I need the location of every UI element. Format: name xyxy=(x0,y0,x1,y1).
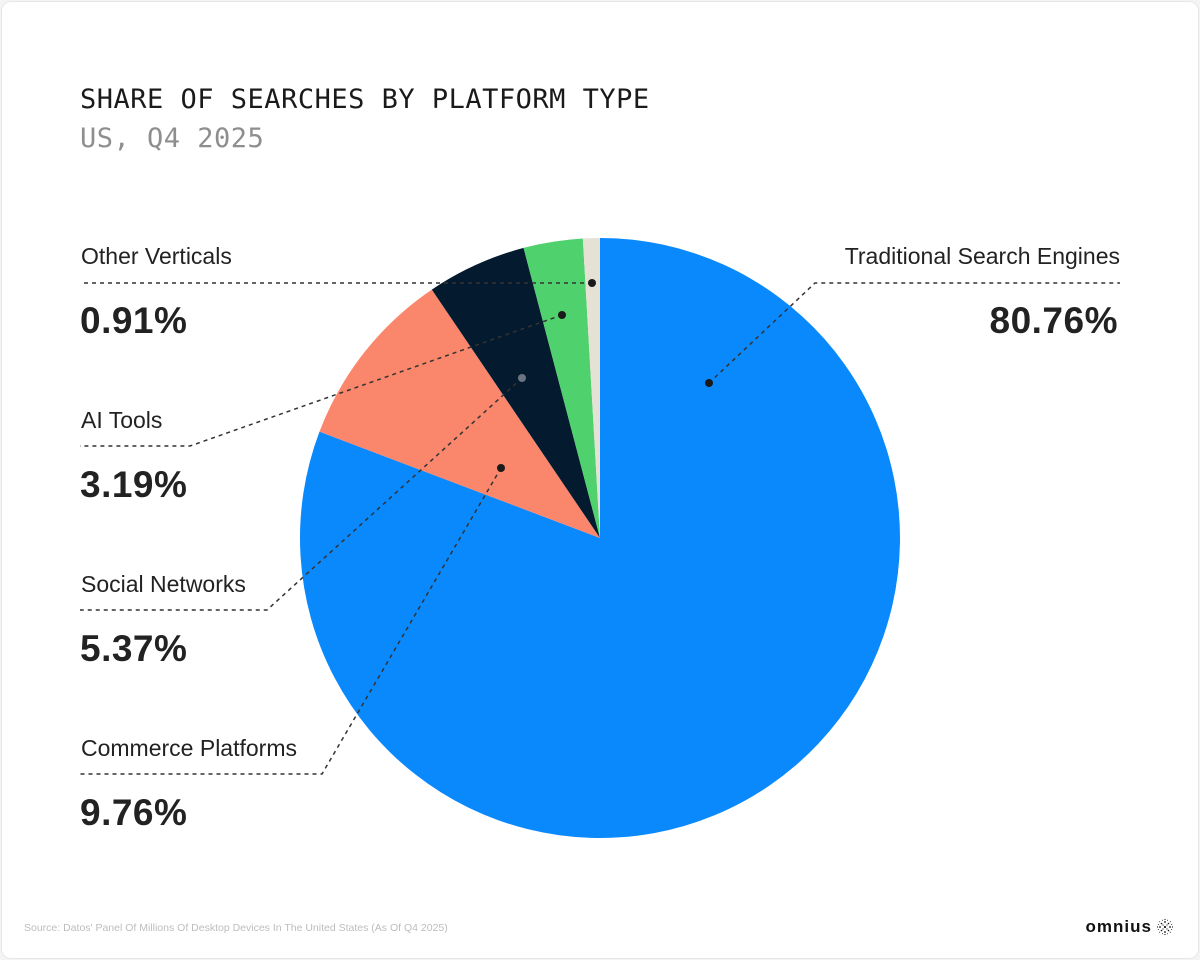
brand-name: omnius xyxy=(1085,917,1152,936)
value-social-networks: 5.37% xyxy=(80,628,188,669)
value-ai-tools: 3.19% xyxy=(80,464,188,505)
leader-dot-social-networks xyxy=(518,374,526,382)
label-other-verticals: Other Verticals xyxy=(81,243,232,269)
leader-dot-ai-tools xyxy=(558,311,566,319)
dotted-sphere-icon xyxy=(1156,918,1174,936)
leader-line-ai-tools xyxy=(80,314,563,447)
leader-dots xyxy=(497,279,713,472)
label-traditional-search-engines: Traditional Search Engines xyxy=(844,243,1120,269)
chart-title: SHARE OF SEARCHES BY PLATFORM TYPE xyxy=(80,84,650,115)
leader-lines xyxy=(80,282,1120,775)
source-note: Source: Datos' Panel Of Millions Of Desk… xyxy=(24,922,448,934)
value-other-verticals: 0.91% xyxy=(80,300,188,341)
pie-slice-social-networks xyxy=(431,247,600,538)
pie-slice-ai-tools xyxy=(523,238,600,538)
leader-dot-commerce-platforms xyxy=(497,464,505,472)
pie-slices xyxy=(300,238,901,838)
pie-slice-commerce-platforms xyxy=(319,289,600,538)
leader-line-social-networks xyxy=(80,377,523,611)
brand-logo: omnius xyxy=(1086,917,1174,937)
label-commerce-platforms: Commerce Platforms xyxy=(81,735,297,761)
leader-line-traditional-search-engines xyxy=(708,282,1120,384)
label-social-networks: Social Networks xyxy=(81,571,246,597)
label-ai-tools: AI Tools xyxy=(81,407,163,433)
value-commerce-platforms: 9.76% xyxy=(80,792,188,833)
pie-slice-other-verticals xyxy=(582,238,600,538)
leader-line-commerce-platforms xyxy=(80,467,502,775)
value-traditional-search-engines: 80.76% xyxy=(989,300,1118,341)
leader-dot-traditional-search-engines xyxy=(705,379,713,387)
leader-dot-other-verticals xyxy=(588,279,596,287)
chart-subtitle: US, Q4 2025 xyxy=(80,123,265,154)
